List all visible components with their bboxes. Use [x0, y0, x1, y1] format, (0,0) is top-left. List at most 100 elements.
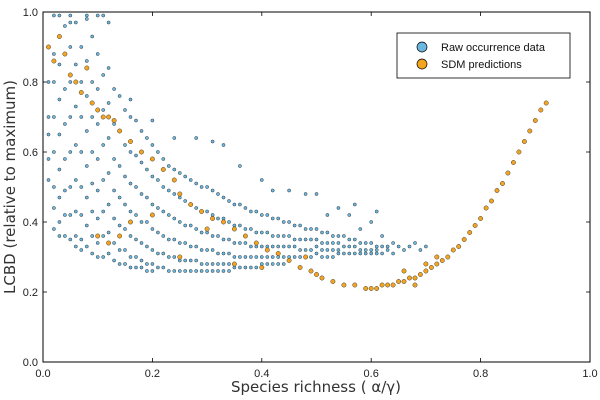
raw-occurrence-point [331, 248, 335, 252]
raw-occurrence-point [402, 248, 406, 252]
raw-occurrence-point [369, 241, 374, 245]
raw-occurrence-point [106, 101, 111, 105]
raw-occurrence-point [281, 220, 286, 224]
y-tick-label: 1.0 [23, 7, 38, 19]
raw-occurrence-point [205, 262, 209, 266]
raw-occurrence-point [363, 251, 368, 256]
raw-occurrence-point [199, 248, 204, 252]
raw-occurrence-point [161, 157, 166, 161]
sdm-prediction-point [95, 107, 101, 113]
raw-occurrence-point [106, 20, 111, 25]
raw-occurrence-point [216, 269, 220, 273]
raw-occurrence-point [117, 94, 122, 98]
raw-occurrence-point [90, 80, 94, 84]
sdm-prediction-point [264, 247, 270, 253]
raw-occurrence-point [177, 171, 182, 175]
raw-occurrence-point [216, 216, 220, 221]
raw-occurrence-point [79, 213, 84, 217]
sdm-prediction-point [231, 261, 237, 267]
raw-occurrence-point [112, 87, 116, 91]
raw-occurrence-point [336, 206, 341, 210]
y-tick-label: 0.6 [23, 147, 38, 159]
raw-occurrence-point [52, 52, 56, 56]
raw-occurrence-point [254, 265, 259, 270]
raw-occurrence-point [331, 255, 335, 259]
raw-occurrence-point [150, 262, 155, 266]
raw-occurrence-point [194, 206, 198, 210]
raw-occurrence-point [123, 227, 127, 231]
raw-occurrence-point [123, 143, 127, 147]
raw-occurrence-point [238, 241, 242, 245]
raw-occurrence-point [46, 115, 51, 119]
raw-occurrence-point [358, 248, 363, 252]
sdm-prediction-point [95, 233, 101, 239]
raw-occurrence-point [216, 192, 220, 196]
raw-occurrence-point [303, 192, 308, 196]
sdm-prediction-point [407, 275, 412, 281]
raw-occurrence-point [298, 248, 302, 252]
sdm-prediction-point [374, 286, 380, 291]
raw-occurrence-point [57, 234, 62, 238]
sdm-prediction-point [417, 272, 423, 277]
x-tick-label: 0.2 [145, 368, 160, 380]
raw-occurrence-point [95, 255, 100, 259]
legend-label-sdm: SDM predictions [441, 59, 522, 71]
raw-occurrence-point [166, 237, 171, 242]
sdm-prediction-point [314, 272, 319, 277]
plot-frame [42, 11, 591, 363]
raw-occurrence-point [221, 195, 226, 200]
raw-occurrence-point [101, 108, 105, 112]
raw-occurrence-point [309, 227, 313, 231]
sdm-prediction-point [275, 251, 281, 256]
sdm-prediction-point [439, 258, 445, 263]
raw-occurrence-point [172, 237, 177, 242]
sdm-prediction-point [73, 79, 79, 85]
raw-occurrence-point [85, 94, 89, 98]
raw-occurrence-point [347, 237, 352, 242]
raw-occurrence-point [221, 262, 226, 266]
raw-occurrence-point [358, 227, 363, 231]
raw-occurrence-point [265, 213, 270, 217]
raw-occurrence-point [380, 234, 384, 238]
raw-occurrence-point [134, 237, 138, 242]
raw-occurrence-point [74, 234, 78, 238]
sdm-prediction-point [84, 65, 90, 71]
raw-occurrence-point [123, 202, 127, 207]
raw-occurrence-point [205, 248, 209, 252]
raw-occurrence-point [276, 234, 281, 238]
raw-occurrence-point [134, 213, 138, 217]
sdm-prediction-point [78, 90, 84, 95]
raw-occurrence-point [150, 227, 155, 231]
raw-occurrence-point [57, 195, 62, 200]
sdm-prediction-point [396, 279, 401, 284]
raw-occurrence-point [205, 269, 209, 273]
raw-occurrence-point [85, 244, 89, 249]
raw-occurrence-point [128, 265, 133, 270]
sdm-prediction-point [401, 268, 407, 274]
sdm-prediction-point [363, 286, 369, 291]
sdm-prediction-point [401, 279, 407, 284]
raw-occurrence-point [232, 202, 237, 207]
raw-occurrence-point [374, 209, 379, 214]
sdm-prediction-point [445, 254, 451, 260]
raw-occurrence-point [331, 241, 335, 245]
raw-occurrence-point [68, 150, 73, 154]
sdm-predictions-series [46, 34, 549, 291]
raw-occurrence-point [101, 209, 105, 214]
raw-occurrence-point [347, 251, 352, 256]
raw-occurrence-point [172, 269, 177, 273]
raw-occurrence-point [270, 234, 275, 238]
raw-occurrence-point [106, 202, 111, 207]
raw-occurrence-point [145, 167, 149, 172]
raw-occurrence-point [166, 255, 171, 259]
raw-occurrence-point [161, 209, 166, 214]
raw-occurrence-point [281, 255, 286, 259]
raw-occurrence-point [391, 251, 395, 256]
raw-occurrence-point [145, 262, 149, 266]
raw-occurrence-point [336, 234, 341, 238]
raw-occurrence-point [336, 241, 341, 245]
raw-occurrence-point [85, 164, 89, 168]
raw-occurrence-point [161, 185, 166, 189]
raw-occurrence-point [287, 244, 291, 249]
raw-occurrence-point [309, 237, 313, 242]
